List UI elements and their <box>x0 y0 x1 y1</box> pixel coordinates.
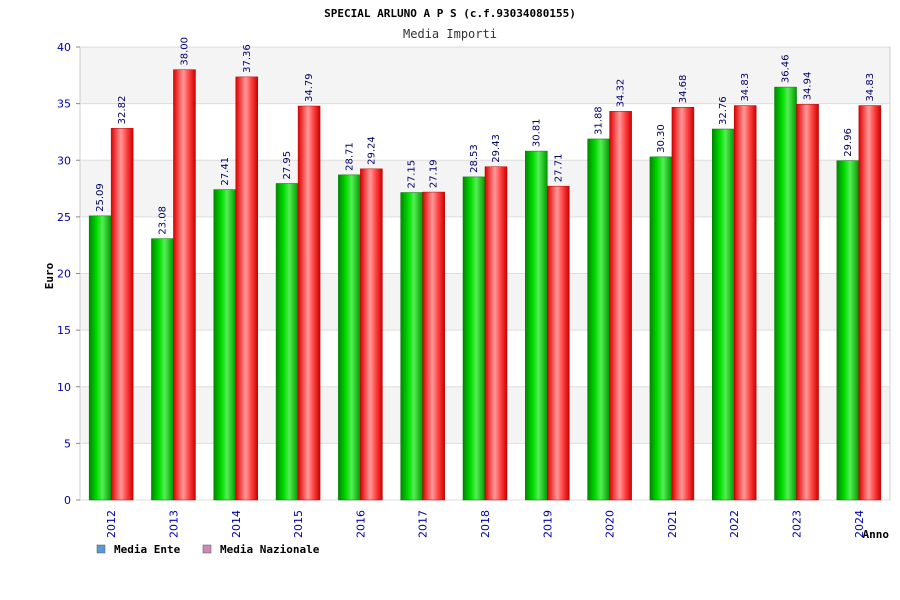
bar-media-ente-2020 <box>587 138 610 501</box>
y-tick-label: 5 <box>64 437 71 450</box>
chart-subtitle: Media Importi <box>403 27 497 41</box>
bar-media-ente-2019 <box>525 150 548 501</box>
bar-media-ente-2018 <box>462 176 486 501</box>
y-tick-label: 40 <box>57 41 71 54</box>
bar-media-nazionale-2015 <box>297 105 321 501</box>
legend-label-media-ente: Media Ente <box>114 543 181 556</box>
data-label-media-ente-2014: 27.41 <box>220 157 231 186</box>
data-label-media-ente-2012: 25.09 <box>95 183 106 212</box>
data-label-media-ente-2017: 27.15 <box>407 160 418 189</box>
data-label-media-ente-2020: 31.88 <box>594 106 605 135</box>
x-tick-label-2018: 2018 <box>479 510 492 538</box>
y-tick-label: 25 <box>57 211 71 224</box>
data-label-media-nazionale-2014: 37.36 <box>242 44 253 73</box>
data-label-media-ente-2016: 28.71 <box>344 142 355 171</box>
bar-media-nazionale-2017 <box>422 191 445 501</box>
bar-media-ente-2015 <box>275 183 299 501</box>
bar-media-nazionale-2019 <box>547 185 570 501</box>
data-label-media-ente-2013: 23.08 <box>157 206 168 235</box>
data-label-media-nazionale-2023: 34.94 <box>803 72 814 101</box>
data-label-media-nazionale-2012: 32.82 <box>117 96 128 125</box>
data-label-media-ente-2022: 32.76 <box>718 96 729 125</box>
bar-media-nazionale-2012 <box>110 128 134 501</box>
data-label-media-ente-2023: 36.46 <box>781 54 792 83</box>
bar-media-ente-2013 <box>151 238 174 501</box>
bar-media-ente-2021 <box>649 156 673 501</box>
x-tick-label-2013: 2013 <box>167 510 180 538</box>
bar-media-ente-2024 <box>836 160 860 501</box>
bar-media-ente-2022 <box>711 128 735 501</box>
legend-label-media-nazionale: Media Nazionale <box>220 543 320 556</box>
x-axis-ticks: 2012 2013 2014 2015 2016 2017 2018 2019 2020 2021… <box>105 510 866 538</box>
y-tick-label: 20 <box>57 268 71 281</box>
legend: Media Ente Media Nazionale <box>96 543 320 556</box>
data-labels: 25.09 32.82 23.08 38.00 27.41 37.36 27.95 34.79… <box>95 37 876 235</box>
chart-title: SPECIAL ARLUNO A P S (c.f.93034080155) <box>324 7 576 20</box>
data-label-media-nazionale-2024: 34.83 <box>865 73 876 102</box>
bar-media-ente-2012 <box>88 215 112 501</box>
y-axis-title: Euro <box>43 262 56 289</box>
plot-band <box>80 103 890 161</box>
bar-media-nazionale-2020 <box>609 111 632 501</box>
data-label-media-nazionale-2013: 38.00 <box>179 37 190 66</box>
data-label-media-nazionale-2020: 34.32 <box>616 79 627 108</box>
data-label-media-nazionale-2015: 34.79 <box>304 73 315 102</box>
data-label-media-ente-2015: 27.95 <box>282 151 293 180</box>
bar-media-ente-2023 <box>774 86 797 501</box>
y-tick-label: 15 <box>57 324 71 337</box>
x-tick-label-2024: 2024 <box>853 510 866 538</box>
bar-media-nazionale-2018 <box>484 166 508 501</box>
x-tick-label-2019: 2019 <box>541 510 554 538</box>
bar-media-ente-2017 <box>400 192 423 501</box>
data-label-media-nazionale-2022: 34.83 <box>740 73 751 102</box>
bars <box>88 69 882 501</box>
x-tick-label-2021: 2021 <box>666 510 679 538</box>
x-tick-label-2017: 2017 <box>417 510 430 538</box>
data-label-media-ente-2021: 30.30 <box>656 124 667 153</box>
x-tick-label-2023: 2023 <box>791 510 804 538</box>
bar-media-nazionale-2024 <box>858 105 882 501</box>
data-label-media-nazionale-2016: 29.24 <box>366 136 377 165</box>
y-axis-ticks: 0 5 10 15 20 25 30 35 40 <box>57 41 80 507</box>
x-tick-label-2015: 2015 <box>292 510 305 538</box>
x-tick-label-2022: 2022 <box>728 510 741 538</box>
x-tick-label-2016: 2016 <box>354 510 367 538</box>
y-tick-label: 10 <box>57 381 71 394</box>
data-label-media-nazionale-2018: 29.43 <box>491 134 502 163</box>
bar-media-ente-2016 <box>338 174 361 501</box>
data-label-media-nazionale-2019: 27.71 <box>553 154 564 183</box>
data-label-media-ente-2019: 30.81 <box>531 118 542 147</box>
legend-swatch-media-ente <box>96 544 106 554</box>
y-tick-label: 30 <box>57 154 71 167</box>
bar-media-nazionale-2014 <box>235 76 259 501</box>
plot-band <box>80 47 890 104</box>
y-tick-label: 35 <box>57 98 71 111</box>
bar-media-nazionale-2013 <box>173 69 196 501</box>
x-tick-label-2012: 2012 <box>105 510 118 538</box>
legend-swatch-media-nazionale <box>202 544 212 554</box>
bar-media-nazionale-2022 <box>733 105 757 501</box>
data-label-media-nazionale-2017: 27.19 <box>429 159 440 188</box>
bar-media-nazionale-2021 <box>671 106 695 501</box>
bar-media-nazionale-2023 <box>796 104 819 501</box>
y-tick-label: 0 <box>64 494 71 507</box>
data-label-media-ente-2024: 29.96 <box>843 128 854 157</box>
x-tick-label-2020: 2020 <box>604 510 617 538</box>
data-label-media-ente-2018: 28.53 <box>469 144 480 173</box>
data-label-media-nazionale-2021: 34.68 <box>678 75 689 104</box>
bar-media-nazionale-2016 <box>360 168 383 501</box>
x-tick-label-2014: 2014 <box>230 510 243 538</box>
bar-media-ente-2014 <box>213 189 237 501</box>
x-axis-title: Anno <box>863 528 890 541</box>
